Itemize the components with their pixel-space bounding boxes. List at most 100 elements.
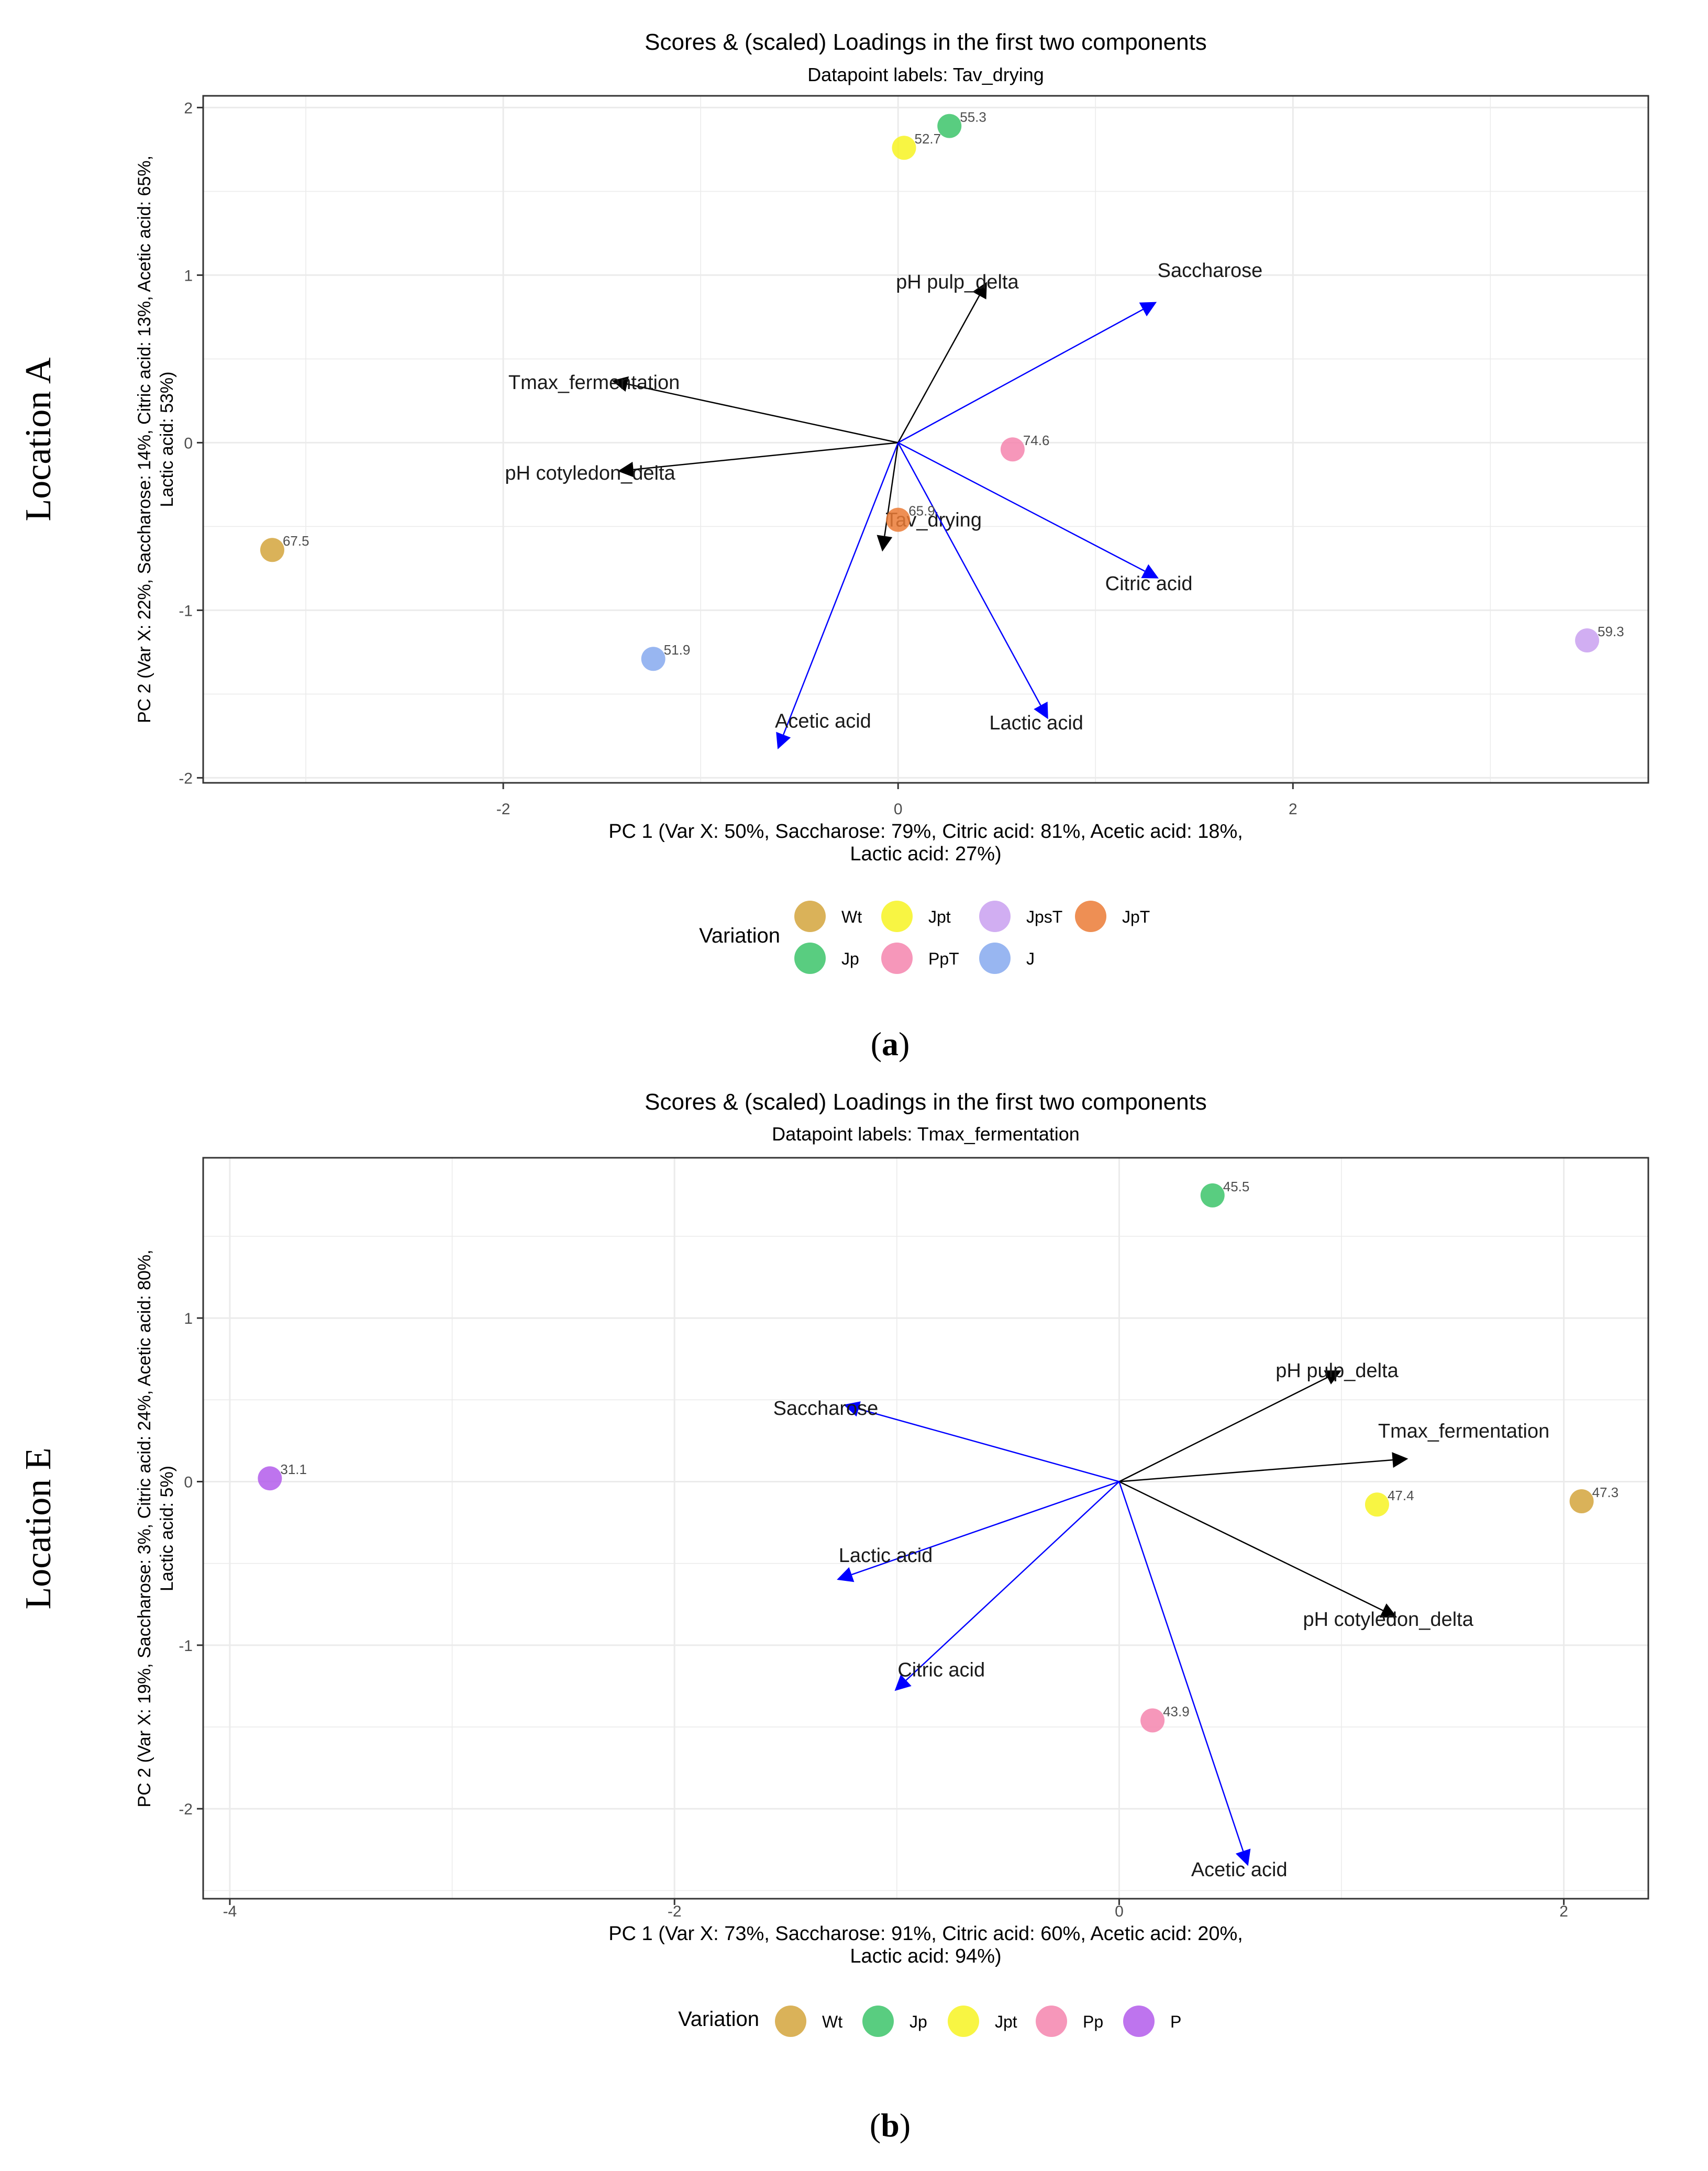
legend-label: PpT xyxy=(928,949,959,968)
arrow-head xyxy=(972,282,987,300)
legend-swatch xyxy=(775,2006,806,2037)
score-label: 74.6 xyxy=(1023,433,1050,448)
score-label: 59.3 xyxy=(1598,624,1624,639)
loading-arrow: pH cotyledon_delta xyxy=(505,442,899,484)
loading-arrow: Saccharose xyxy=(897,260,1263,444)
x-tick-label: -4 xyxy=(223,1903,237,1920)
legend-swatch xyxy=(1123,2006,1155,2037)
loading-shaft xyxy=(1118,1481,1383,1611)
loading-shaft xyxy=(858,1408,1119,1482)
loading-shaft xyxy=(1118,1481,1244,1852)
arrow-head xyxy=(1141,564,1159,579)
loading-label: Lactic acid xyxy=(839,1545,933,1567)
score-label: 67.5 xyxy=(283,533,309,549)
loading-shaft xyxy=(897,308,1144,444)
legend-title: Variation xyxy=(699,924,780,947)
legend-item: Jp xyxy=(862,2006,927,2037)
loading-shaft xyxy=(783,442,899,735)
legend-item: Wt xyxy=(775,2006,842,2037)
y-tick-label: 1 xyxy=(184,1310,193,1327)
chart-subtitle: Datapoint labels: Tav_drying xyxy=(807,64,1044,85)
score-marker xyxy=(260,538,284,562)
grid xyxy=(203,1158,1648,1899)
y-tick-label: -2 xyxy=(179,770,193,787)
arrow-head xyxy=(837,1567,855,1582)
legend-item: Jpt xyxy=(948,2006,1017,2037)
chart-subtitle: Datapoint labels: Tmax_fermentation xyxy=(772,1123,1080,1145)
loading-label: Citric acid xyxy=(897,1659,985,1681)
loading-label: Saccharose xyxy=(773,1398,879,1420)
score-point: 45.5 xyxy=(1200,1179,1249,1208)
y-axis-label: PC 2 (Var X: 22%, Saccharose: 14%, Citri… xyxy=(135,156,154,723)
legend-swatch xyxy=(794,901,826,932)
chart-panel-b: -4 -2 0 2 -2 -1 0 1 Scores & (scaled) Loadings i… xyxy=(18,1089,1649,2144)
legend-item: Jpt xyxy=(881,901,951,932)
loading-shaft xyxy=(1119,1459,1393,1482)
legend-item: Jp xyxy=(794,943,859,974)
score-label: 31.1 xyxy=(280,1461,307,1477)
legend: Variation Wt Jp Jpt Pp P xyxy=(678,2006,1181,2037)
score-point: 74.6 xyxy=(1000,433,1050,462)
arrow-head xyxy=(843,1401,861,1417)
score-point: 55.3 xyxy=(937,109,986,138)
score-label: 52.7 xyxy=(915,131,941,147)
y-tick-label: -1 xyxy=(179,602,193,619)
loading-label: pH pulp_delta xyxy=(896,271,1019,293)
score-label: 65.9 xyxy=(908,503,935,519)
legend-item: JpT xyxy=(1075,901,1150,932)
score-marker xyxy=(937,114,962,138)
score-marker xyxy=(1569,1489,1594,1513)
score-point: 52.7 xyxy=(892,131,941,160)
chart-panels: -2 0 2 -2 -1 0 1 2 Scores & (scaled) Loadings in… xyxy=(18,29,1649,2144)
score-point: 43.9 xyxy=(1140,1704,1190,1733)
y-tick-label: -1 xyxy=(179,1637,193,1655)
arrow-head xyxy=(1235,1848,1251,1866)
loading-label: Acetic acid xyxy=(775,711,871,733)
y-tick-label: -2 xyxy=(179,1801,193,1818)
loading-label: Tmax_fermentation xyxy=(1378,1421,1549,1443)
loading-label: Tmax_fermentation xyxy=(508,372,680,394)
chart-title: Scores & (scaled) Loadings in the first … xyxy=(645,29,1207,55)
legend-label: Jpt xyxy=(928,907,951,926)
loading-label: pH pulp_delta xyxy=(1276,1360,1399,1382)
x-tick-label: 2 xyxy=(1559,1903,1568,1920)
legend-label: JpsT xyxy=(1026,907,1062,926)
x-tick-label: -2 xyxy=(668,1903,682,1920)
loading-label: Citric acid xyxy=(1105,573,1193,595)
score-label: 51.9 xyxy=(664,642,691,658)
legend-swatch xyxy=(862,2006,894,2037)
loading-label: Saccharose xyxy=(1158,260,1263,282)
y-tick-label: 1 xyxy=(184,267,193,284)
x-tick-label: 0 xyxy=(1115,1903,1124,1920)
panel-letter: (a) xyxy=(871,1025,910,1062)
x-tick-label: -2 xyxy=(496,801,511,818)
legend-swatch xyxy=(881,943,913,974)
legend-label: Wt xyxy=(841,907,862,926)
x-axis-label: PC 1 (Var X: 73%, Saccharose: 91%, Citri… xyxy=(608,1923,1243,1945)
score-marker xyxy=(1200,1183,1225,1208)
score-point: 65.9 xyxy=(886,503,935,532)
loading-shaft xyxy=(633,442,899,471)
y-tick-label: 0 xyxy=(184,1474,193,1491)
plot-border xyxy=(202,95,1649,784)
loading-arrow: Lactic acid xyxy=(897,442,1083,734)
loading-arrow: Acetic acid xyxy=(775,442,899,749)
score-marker xyxy=(1365,1492,1389,1517)
score-point: 47.4 xyxy=(1365,1488,1414,1517)
score-point: 47.3 xyxy=(1569,1485,1618,1513)
score-point: 51.9 xyxy=(641,642,691,671)
score-point: 59.3 xyxy=(1575,624,1624,652)
legend-label: Pp xyxy=(1083,2012,1103,2031)
score-label: 43.9 xyxy=(1163,1704,1190,1720)
legend-swatch xyxy=(1075,901,1106,932)
arrow-head xyxy=(877,535,893,552)
loading-arrow: pH pulp_delta xyxy=(1118,1360,1399,1482)
loading-shaft xyxy=(851,1481,1119,1576)
legend-item: P xyxy=(1123,2006,1181,2037)
legend-label: Wt xyxy=(822,2012,842,2031)
arrow-head xyxy=(1392,1452,1408,1468)
loading-arrow: Tmax_fermentation xyxy=(1119,1421,1549,1482)
y-tick-label: 0 xyxy=(184,435,193,452)
panel-letter: (b) xyxy=(870,2107,911,2144)
score-point: 31.1 xyxy=(258,1461,307,1491)
